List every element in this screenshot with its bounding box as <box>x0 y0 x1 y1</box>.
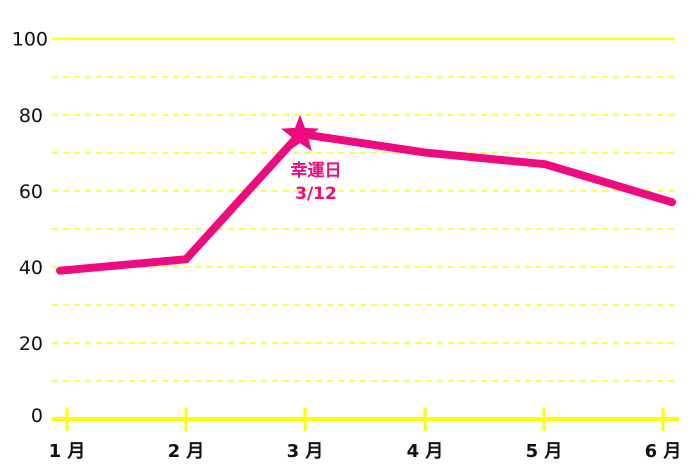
x-axis: 1 月 2 月 3 月 4 月 5 月 6 月 <box>49 408 682 462</box>
star-icon <box>281 114 319 151</box>
x-tick-label: 3 月 <box>287 441 324 462</box>
y-tick-label: 100 <box>12 29 48 51</box>
annotation: 幸運日 3/12 <box>281 114 342 204</box>
series <box>56 129 676 275</box>
x-tick-label: 1 月 <box>49 441 86 462</box>
y-axis: 0 20 40 60 80 100 <box>12 29 48 427</box>
x-tick-label: 2 月 <box>168 441 205 462</box>
x-tick-label: 6 月 <box>645 441 682 462</box>
y-tick-label: 20 <box>19 333 43 355</box>
x-tick-label: 4 月 <box>407 441 444 462</box>
series-line <box>56 129 676 275</box>
y-tick-label: 40 <box>19 257 43 279</box>
annotation-date: 3/12 <box>295 184 337 204</box>
annotation-label: 幸運日 <box>291 160 342 181</box>
y-tick-label: 80 <box>19 105 43 127</box>
grid-lines <box>52 37 679 382</box>
x-tick-label: 5 月 <box>526 441 563 462</box>
y-tick-label: 0 <box>31 405 43 427</box>
y-tick-label: 60 <box>19 181 43 203</box>
